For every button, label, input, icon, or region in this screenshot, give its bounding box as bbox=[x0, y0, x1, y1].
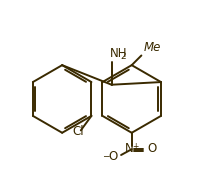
Text: +: + bbox=[132, 142, 138, 151]
Text: O: O bbox=[109, 150, 118, 163]
Text: Cl: Cl bbox=[72, 125, 84, 138]
Text: −: − bbox=[102, 152, 110, 161]
Text: Me: Me bbox=[143, 41, 161, 54]
Text: NH: NH bbox=[110, 47, 127, 60]
Text: 2: 2 bbox=[121, 52, 127, 61]
Text: O: O bbox=[147, 142, 156, 155]
Text: N: N bbox=[125, 142, 134, 155]
